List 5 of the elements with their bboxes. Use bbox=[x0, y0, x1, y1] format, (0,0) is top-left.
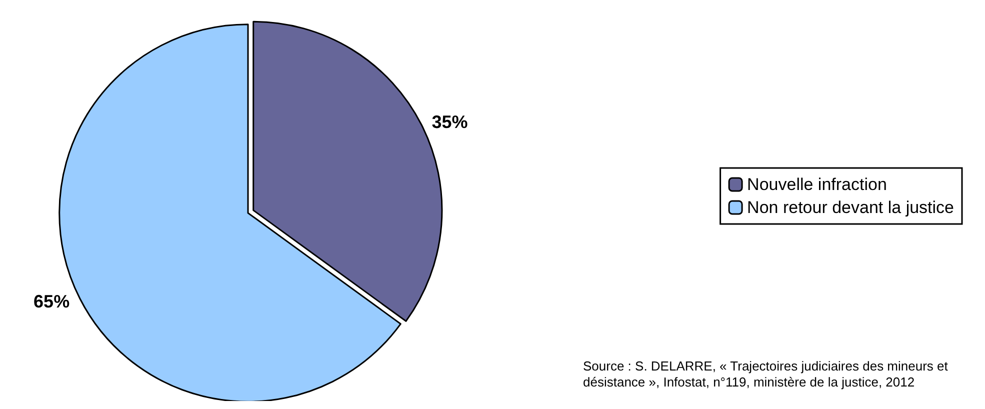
data-label: 65% bbox=[34, 291, 70, 312]
data-label: 35% bbox=[432, 112, 468, 132]
source-note: Source : S. DELARRE, « Trajectoires judiciaires des mineurs et désistance », Infostat, n°119, ministère de la justice, 2012 bbox=[583, 358, 952, 390]
legend-label: Nouvelle infraction bbox=[747, 175, 887, 194]
legend-label: Non retour devant la justice bbox=[747, 198, 954, 217]
